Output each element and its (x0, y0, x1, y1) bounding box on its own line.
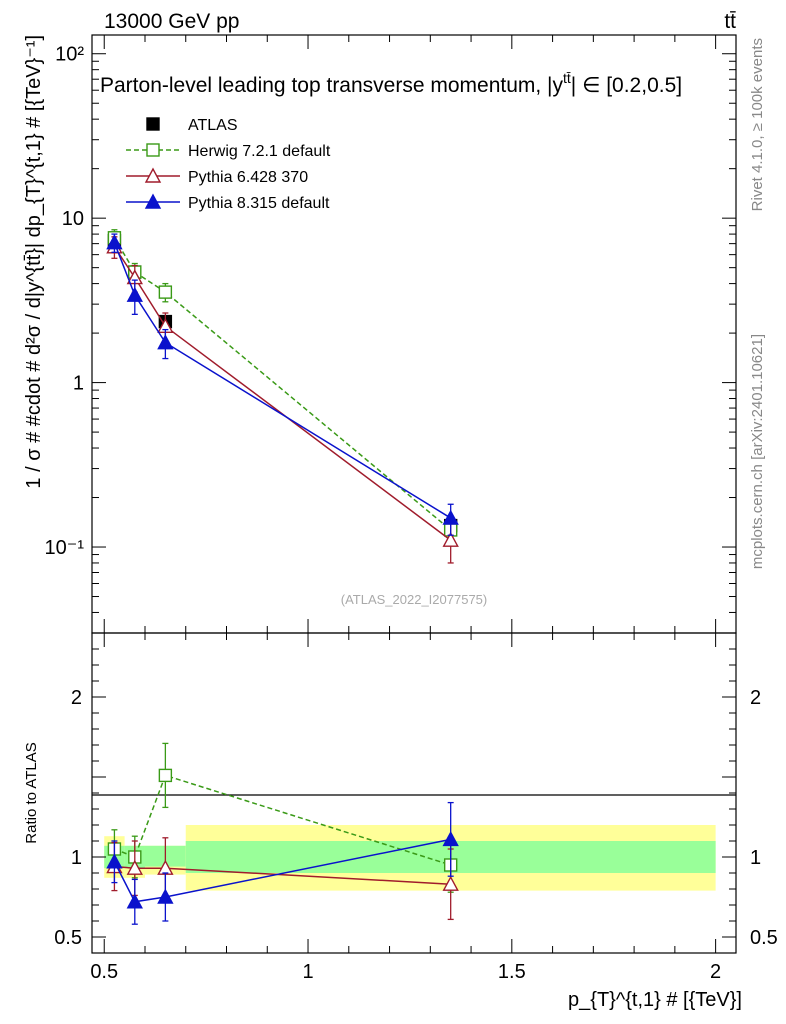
legend-marker (144, 167, 162, 183)
data-point (442, 509, 459, 525)
legend-label: Pythia 6.428 370 (188, 169, 308, 186)
energy-label: 13000 GeV pp (104, 10, 239, 33)
analysis-watermark: (ATLAS_2022_I2077575) (341, 592, 487, 607)
main-y-tick-label: 10⁻¹ (45, 537, 85, 559)
ratio-line (114, 865, 451, 885)
x-tick-label: 0.5 (90, 961, 118, 983)
ratio-point (442, 875, 459, 891)
legend-label: Pythia 8.315 default (188, 195, 330, 212)
legend-item: Pythia 6.428 370 (126, 167, 308, 186)
data-point (442, 531, 459, 547)
data-point (126, 286, 143, 302)
ratio-axis-ticks (92, 633, 736, 953)
ratio-point (126, 859, 143, 875)
ratio-point (106, 853, 123, 869)
ratio-y-axis-label: Ratio to ATLAS (23, 742, 40, 843)
ratio-panel: 0.5 0.5 1 1 2 2 0.5 1 1.5 2 Ratio to ATLAS p_{T}^… (23, 632, 778, 1011)
series-line (113, 242, 452, 519)
ratio-y-tick-label-left: 0.5 (54, 927, 82, 949)
main-y-tick-label: 10² (55, 44, 84, 66)
main-y-tick-labels: 10⁻¹ 1 10 10² (45, 44, 85, 559)
ratio-frame (91, 632, 737, 954)
data-point (106, 234, 123, 250)
legend-item: ATLAS (146, 117, 238, 134)
main-series-group (106, 229, 459, 564)
mcplots-label: mcplots.cern.ch [arXiv:2401.10621] (749, 334, 766, 569)
legend-label: Herwig 7.2.1 default (188, 143, 331, 160)
main-title: Parton-level leading top transverse mome… (100, 70, 682, 97)
ratio-point (126, 893, 143, 909)
data-point (157, 334, 174, 350)
data-point (158, 285, 173, 299)
ratio-point (157, 888, 174, 904)
ratio-line (114, 774, 451, 866)
legend: ATLAS Herwig 7.2.1 default Pythia 6.428 37… (126, 117, 331, 212)
x-tick-label: 1 (302, 961, 313, 983)
legend-marker (146, 143, 160, 157)
x-axis-label: p_{T}^{t,1} # [{TeV}] (568, 989, 742, 1011)
ratio-point (158, 768, 173, 783)
process-label: tt̄ (724, 10, 736, 33)
ratio-y-tick-label-left: 2 (71, 687, 82, 709)
series-line (113, 237, 452, 531)
series-atlas (107, 233, 458, 533)
main-y-tick-label: 10 (62, 208, 84, 230)
main-y-tick-label: 1 (73, 373, 84, 395)
main-axis-ticks (92, 35, 736, 634)
x-tick-label: 1.5 (498, 961, 526, 983)
ratio-y-tick-label-right: 0.5 (750, 927, 778, 949)
rivet-version-label: Rivet 4.1.0, ≥ 100k events (749, 38, 766, 211)
ratio-series-pythia-8-315-default (106, 801, 459, 925)
series-herwig-7-2-1-default (107, 229, 458, 543)
legend-marker (146, 117, 160, 131)
main-y-axis-label: 1 / σ # #cdot # d²σ / d|y^{tt̄}| dp_{T}^… (23, 35, 45, 489)
ratio-y-tick-label-right: 1 (750, 847, 761, 869)
ratio-tick-labels: 0.5 0.5 1 1 2 2 0.5 1 1.5 2 (54, 687, 778, 983)
legend-marker (144, 193, 162, 209)
ratio-series-group (106, 742, 459, 925)
ratio-uncertainty-bands (104, 825, 716, 891)
series-pythia-8-315-default (106, 233, 459, 536)
legend-item: Pythia 8.315 default (126, 193, 330, 212)
legend-item: Herwig 7.2.1 default (126, 143, 331, 160)
ratio-y-tick-label-left: 1 (71, 847, 82, 869)
x-tick-label: 2 (710, 961, 721, 983)
legend-label: ATLAS (188, 117, 238, 134)
ratio-line (113, 838, 451, 903)
main-panel: 10⁻¹ 1 10 10² Parton-level leading top tran… (23, 34, 737, 634)
series-line (113, 246, 452, 541)
ratio-y-tick-label-right: 2 (750, 687, 761, 709)
ratio-point (442, 830, 459, 847)
